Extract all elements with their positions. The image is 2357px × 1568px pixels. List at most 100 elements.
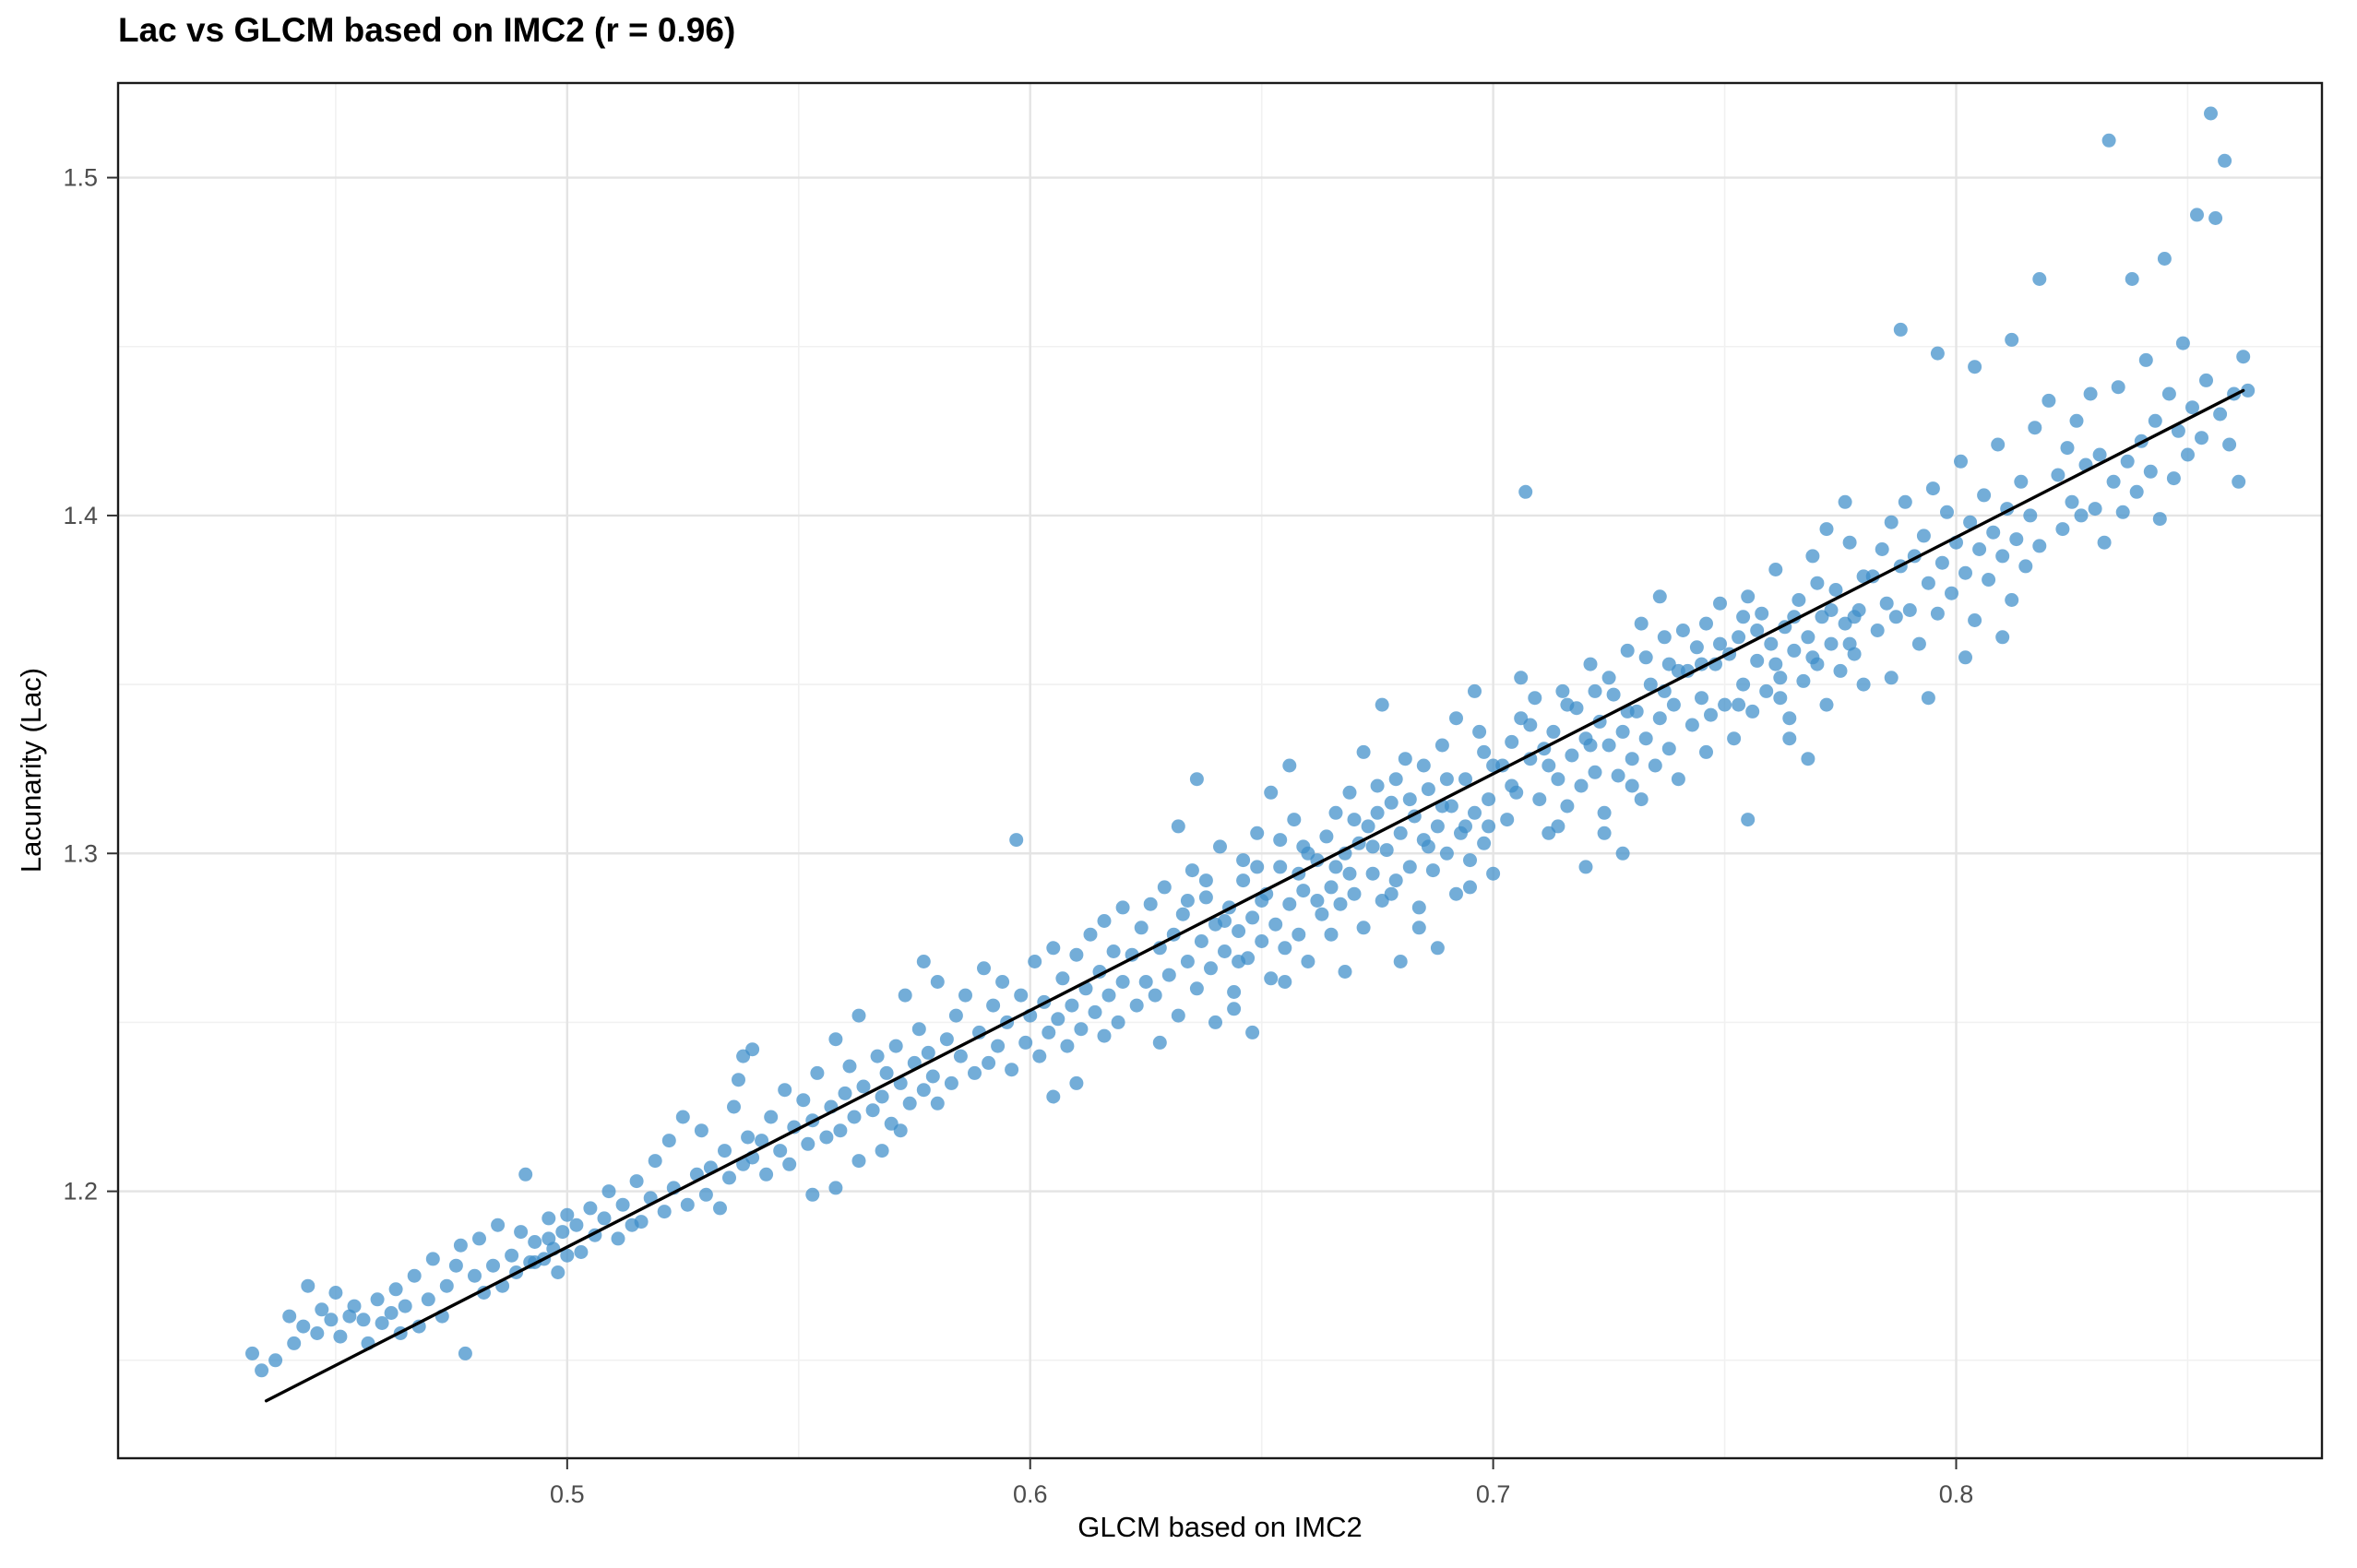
scatter-point [1055, 971, 1070, 986]
scatter-point [1787, 643, 1802, 658]
scatter-point [1184, 863, 1199, 878]
scatter-point [1689, 640, 1704, 655]
scatter-point [486, 1258, 500, 1273]
scatter-point [1879, 596, 1894, 611]
scatter-point [1416, 758, 1431, 773]
scatter-point [1963, 515, 1978, 529]
scatter-point [805, 1187, 820, 1202]
scatter-point [1542, 758, 1556, 773]
scatter-point [1157, 880, 1172, 895]
scatter-point [1773, 671, 1788, 685]
scatter-point [1227, 1002, 1242, 1016]
scatter-point [1204, 961, 1218, 976]
scatter-point [1968, 360, 1982, 374]
scatter-point [1324, 927, 1339, 942]
scatter-point [2009, 532, 2024, 547]
scatter-point [888, 1039, 903, 1053]
scatter-point [324, 1313, 339, 1327]
scatter-point [1356, 921, 1371, 935]
scatter-point [1097, 1028, 1112, 1043]
scatter-point [1634, 792, 1649, 807]
scatter-point [2241, 383, 2256, 398]
scatter-point [1551, 819, 1565, 834]
scatter-point [1069, 947, 1084, 962]
scatter-point [661, 1134, 676, 1148]
scatter-point [1801, 752, 1815, 766]
scatter-point [1218, 944, 1232, 958]
scatter-point [694, 1123, 708, 1138]
scatter-point [1625, 778, 1639, 793]
scatter-point [1546, 724, 1561, 739]
scatter-point [2097, 535, 2112, 550]
scatter-point [2204, 106, 2218, 121]
scatter-point [741, 1130, 756, 1145]
scatter-point [810, 1065, 825, 1080]
scatter-point [1810, 576, 1825, 590]
scatter-point [1732, 630, 1746, 645]
scatter-point [1986, 525, 2001, 540]
scatter-point [514, 1225, 529, 1240]
scatter-point [1713, 636, 1727, 651]
scatter-point [1370, 805, 1385, 820]
scatter-point [1727, 731, 1742, 746]
scatter-point [1902, 603, 1917, 617]
scatter-point [268, 1353, 283, 1368]
scatter-point [458, 1346, 472, 1360]
scatter-point [1328, 860, 1343, 874]
scatter-point [1347, 886, 1362, 901]
scatter-point [1597, 805, 1612, 820]
scatter-point [1661, 657, 1676, 671]
scatter-point [1695, 691, 1708, 706]
scatter-point [875, 1089, 889, 1104]
scatter-point [1301, 955, 1315, 968]
scatter-point [1615, 724, 1630, 739]
scatter-point [1046, 941, 1061, 956]
scatter-point [1925, 481, 1940, 496]
scatter-point [2218, 153, 2232, 168]
scatter-point [968, 1065, 982, 1080]
scatter-point [2101, 133, 2116, 148]
scatter-point [1273, 860, 1288, 874]
x-tick-label: 0.5 [550, 1480, 585, 1508]
scatter-point [1005, 1063, 1019, 1077]
scatter-point [698, 1187, 713, 1202]
scatter-point [2055, 522, 2070, 537]
scatter-point [2115, 505, 2130, 519]
scatter-point [1115, 975, 1130, 989]
scatter-point [1870, 624, 1885, 637]
y-tick-label: 1.3 [63, 839, 98, 867]
scatter-point [1218, 914, 1232, 928]
scatter-point [1884, 515, 1899, 529]
scatter-point [1171, 1008, 1185, 1023]
scatter-point [1486, 866, 1501, 881]
scatter-point [1282, 897, 1297, 911]
scatter-point [1393, 955, 1408, 968]
scatter-point [1977, 488, 1992, 503]
scatter-point [1255, 894, 1269, 908]
scatter-point [1009, 833, 1024, 848]
scatter-point [1606, 687, 1621, 702]
scatter-point [518, 1167, 533, 1182]
scatter-point [1560, 799, 1575, 814]
scatter-point [1856, 677, 1871, 692]
scatter-point [1101, 988, 1116, 1003]
scatter-point [944, 1075, 958, 1090]
scatter-point [1736, 677, 1751, 692]
scatter-point [528, 1235, 542, 1249]
scatter-point [287, 1336, 302, 1350]
scatter-point [1430, 941, 1445, 956]
scatter-point [1982, 573, 1996, 587]
scatter-point [1236, 853, 1251, 868]
scatter-point [977, 961, 991, 976]
scatter-point [1652, 711, 1667, 726]
scatter-point [1824, 636, 1839, 651]
trend-line [264, 388, 2245, 1403]
scatter-point [425, 1252, 440, 1266]
scatter-point [1032, 1049, 1047, 1063]
scatter-point [1083, 927, 1098, 942]
scatter-point [1189, 981, 1204, 996]
scatter-point [1143, 897, 1158, 911]
scatter-point [1468, 683, 1482, 698]
scatter-point [1356, 744, 1371, 759]
